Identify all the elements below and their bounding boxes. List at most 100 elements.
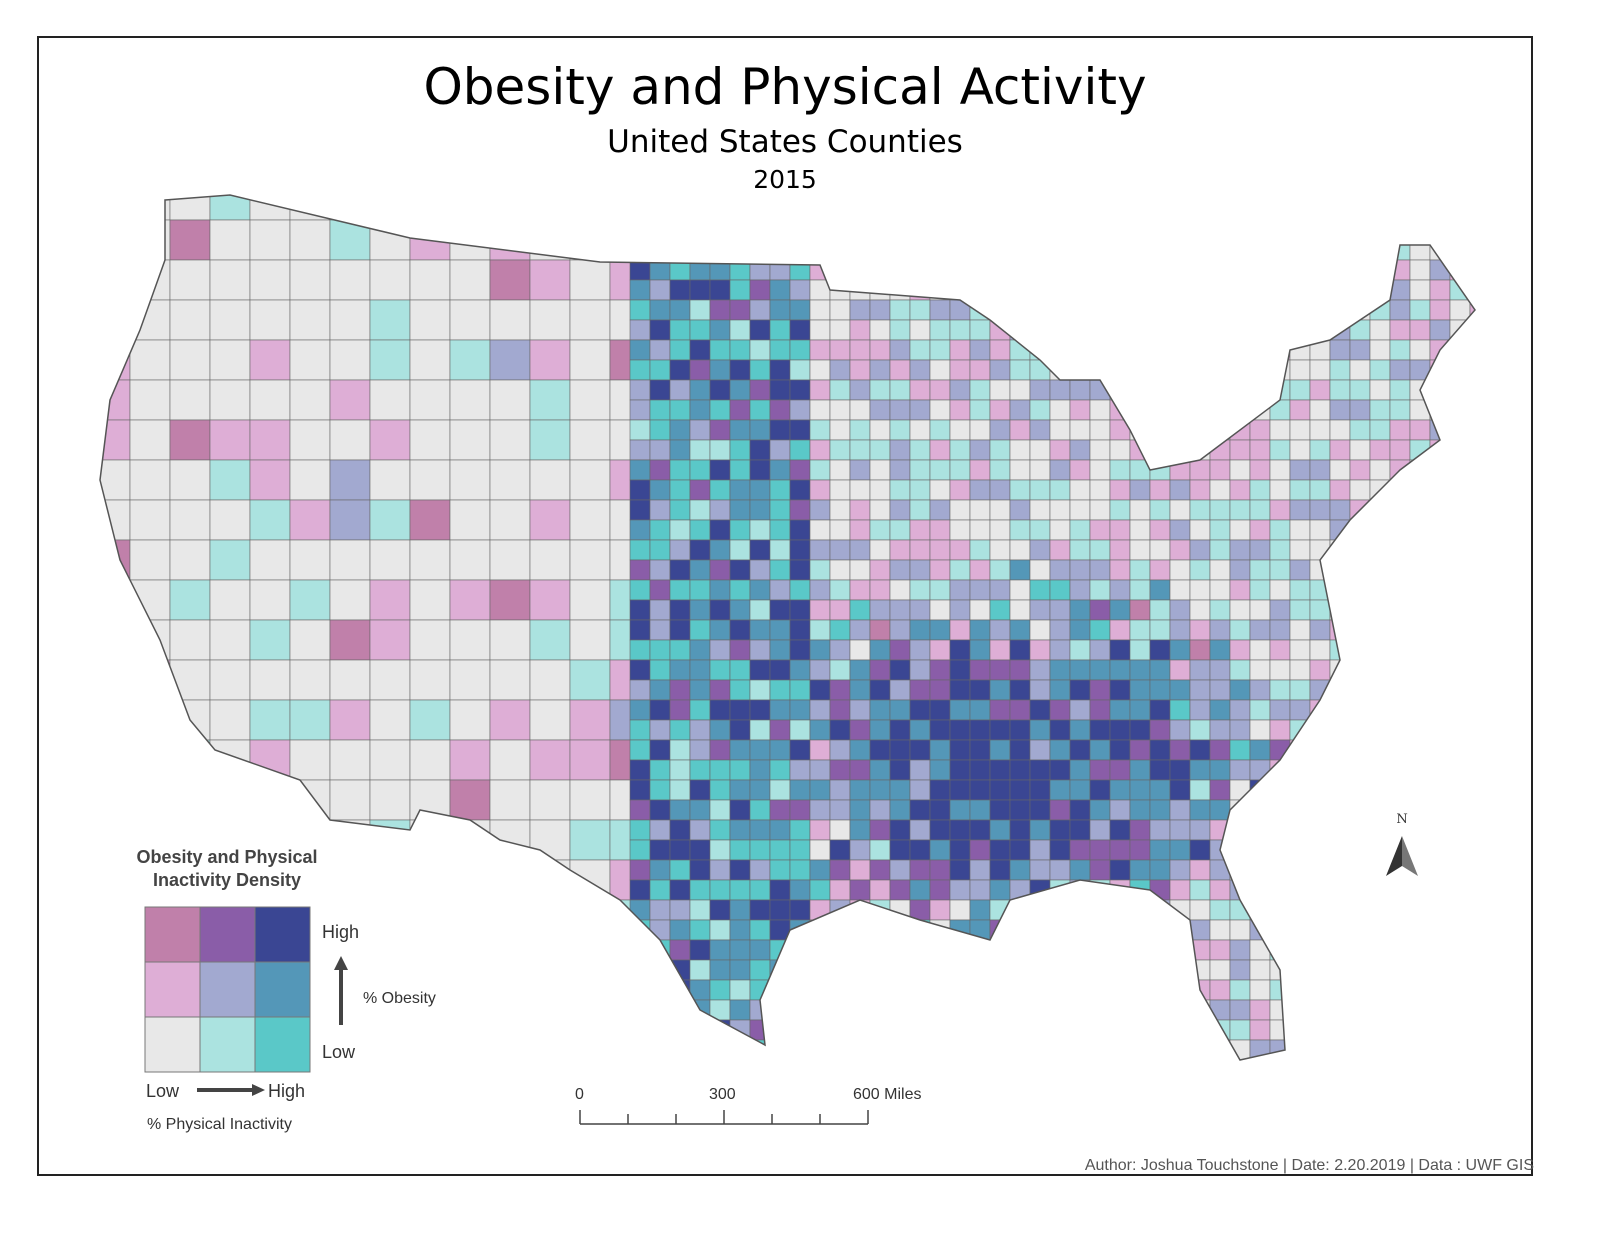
county-cell <box>1209 239 1231 261</box>
county-cell <box>569 539 611 581</box>
county-cell <box>1089 199 1111 221</box>
county-cell <box>1169 539 1191 561</box>
county-cell <box>1229 1059 1251 1060</box>
county-cell <box>569 299 611 341</box>
county-cell <box>1409 1059 1431 1060</box>
county-cell <box>1029 759 1051 781</box>
county-cell <box>729 1019 751 1041</box>
county-cell <box>1029 939 1051 961</box>
county-cell <box>569 899 611 941</box>
county-cell <box>829 219 851 241</box>
county-cell <box>889 1019 911 1041</box>
county-cell <box>1389 439 1411 461</box>
county-cell <box>1029 979 1051 1001</box>
county-cell <box>929 579 951 601</box>
county-cell <box>769 999 791 1021</box>
county-cell <box>709 959 731 981</box>
county-cell <box>1189 1059 1211 1060</box>
county-cell <box>1009 399 1031 421</box>
county-cell <box>849 239 871 261</box>
county-cell <box>1229 919 1251 941</box>
county-cell <box>989 859 1011 881</box>
county-cell <box>1469 239 1475 261</box>
county-cell <box>989 699 1011 721</box>
county-cell <box>789 359 811 381</box>
county-cell <box>1289 499 1311 521</box>
county-cell <box>809 659 831 681</box>
county-cell <box>649 899 671 921</box>
county-cell <box>689 779 711 801</box>
county-cell <box>869 539 891 561</box>
county-cell <box>1429 399 1451 421</box>
county-cell <box>1009 1019 1031 1041</box>
county-cell <box>1449 195 1471 201</box>
county-cell <box>1149 759 1171 781</box>
county-cell <box>969 359 991 381</box>
county-cell <box>629 919 651 941</box>
county-cell <box>989 459 1011 481</box>
county-cell <box>909 339 931 361</box>
county-cell <box>709 1019 731 1041</box>
county-cell <box>829 195 851 201</box>
county-cell <box>969 319 991 341</box>
county-cell <box>1129 639 1151 661</box>
county-cell <box>1209 319 1231 341</box>
county-cell <box>1349 599 1371 621</box>
county-cell <box>1229 399 1251 421</box>
county-cell <box>1289 519 1311 541</box>
county-cell <box>1269 219 1291 241</box>
county-cell <box>1069 699 1091 721</box>
county-cell <box>1329 299 1351 321</box>
county-cell <box>409 259 451 301</box>
county-cell <box>949 679 971 701</box>
county-cell <box>1369 899 1391 921</box>
county-cell <box>969 1039 991 1060</box>
county-cell <box>669 819 691 841</box>
county-cell <box>909 859 931 881</box>
county-cell <box>1129 499 1151 521</box>
county-cell <box>409 379 451 421</box>
county-cell <box>1429 579 1451 601</box>
county-cell <box>289 779 331 821</box>
county-cell <box>289 659 331 701</box>
county-cell <box>989 679 1011 701</box>
county-cell <box>669 799 691 821</box>
county-cell <box>1469 919 1475 941</box>
county-cell <box>1269 339 1291 361</box>
county-cell <box>969 999 991 1021</box>
county-cell <box>1049 999 1071 1021</box>
county-cell <box>989 1059 1011 1060</box>
county-cell <box>669 199 691 221</box>
county-cell <box>569 779 611 821</box>
county-cell <box>1349 459 1371 481</box>
county-cell <box>1089 499 1111 521</box>
county-cell <box>609 219 651 261</box>
county-cell <box>1309 939 1331 961</box>
county-cell <box>629 879 651 901</box>
county-cell <box>869 579 891 601</box>
county-cell <box>329 195 371 221</box>
county-cell <box>1029 959 1051 981</box>
county-cell <box>1369 299 1391 321</box>
county-cell <box>1369 459 1391 481</box>
county-cell <box>409 499 451 541</box>
county-cell <box>1169 779 1191 801</box>
county-cell <box>1029 239 1051 261</box>
county-cell <box>1169 599 1191 621</box>
county-cell <box>769 359 791 381</box>
county-cell <box>849 299 871 321</box>
county-cell <box>709 819 731 841</box>
county-cell <box>1269 239 1291 261</box>
county-cell <box>1009 219 1031 241</box>
county-cell <box>529 659 571 701</box>
county-cell <box>1329 819 1351 841</box>
county-cell <box>689 1019 711 1041</box>
county-cell <box>1109 819 1131 841</box>
county-cell <box>1349 819 1371 841</box>
county-cell <box>769 299 791 321</box>
county-cell <box>969 419 991 441</box>
county-cell <box>1109 379 1131 401</box>
county-cell <box>929 639 951 661</box>
county-cell <box>1329 419 1351 441</box>
